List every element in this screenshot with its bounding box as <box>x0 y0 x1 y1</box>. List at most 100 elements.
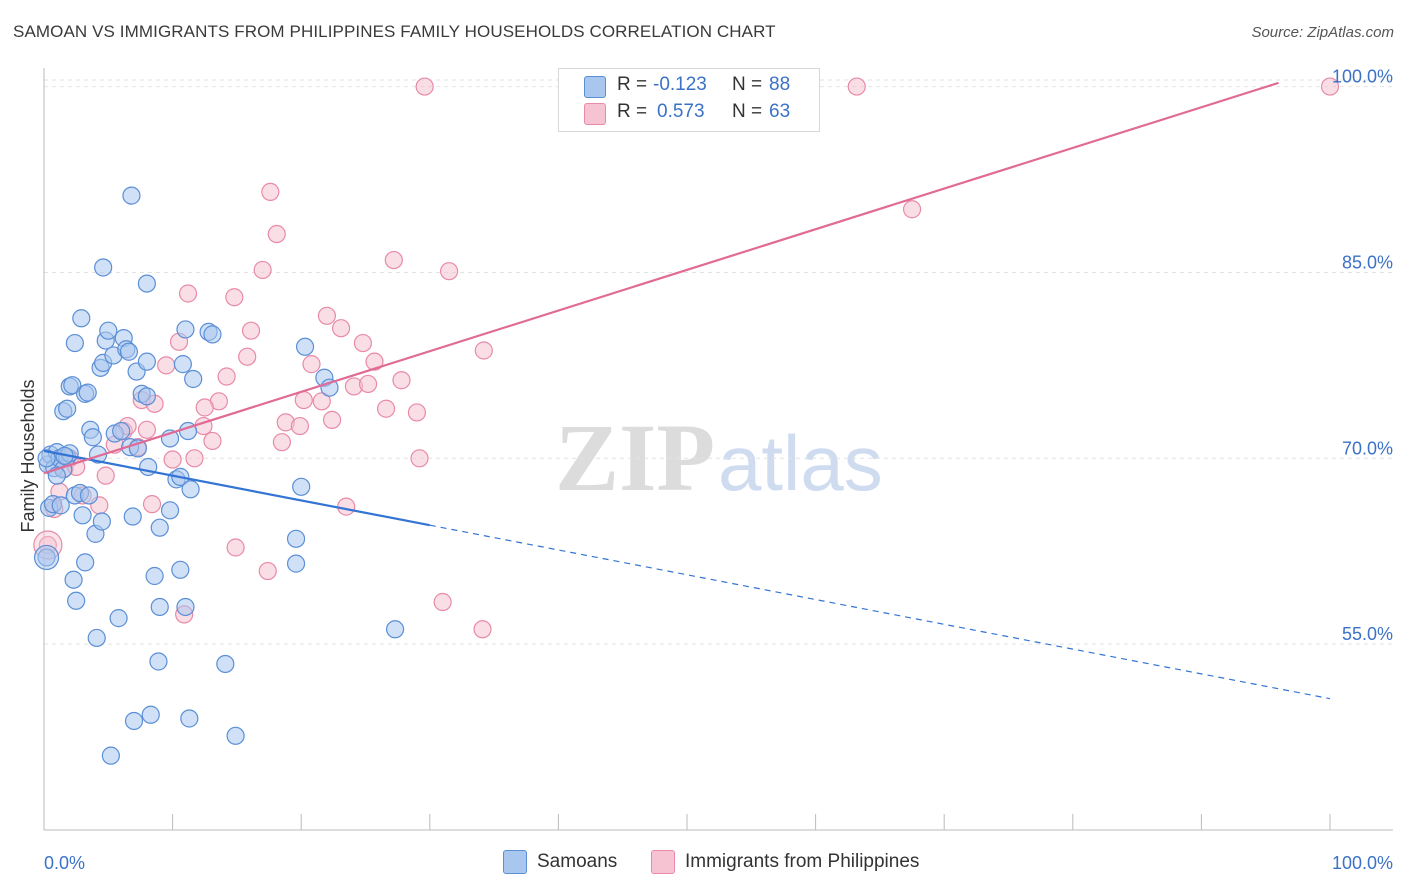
y-tick-label: 55.0% <box>1342 624 1393 644</box>
data-point <box>87 628 106 648</box>
data-point <box>238 347 257 366</box>
y-tick-label: 100.0% <box>1332 67 1393 87</box>
trend-line-samoans <box>43 449 431 527</box>
data-point <box>178 284 198 303</box>
data-point <box>137 352 156 371</box>
data-point <box>358 374 378 394</box>
legend-r-value: -0.123 <box>653 74 707 95</box>
data-point <box>145 566 164 586</box>
y-tick-label: 85.0% <box>1342 252 1393 272</box>
data-point <box>365 352 384 371</box>
data-point <box>258 561 277 581</box>
data-point <box>119 342 138 361</box>
data-point <box>181 480 200 499</box>
data-point <box>65 333 84 353</box>
data-point <box>353 333 373 353</box>
bottom-legend-philippines: Immigrants from Philippines <box>651 850 919 874</box>
source-label: Source: ZipAtlas.com <box>1251 24 1394 41</box>
data-point <box>439 262 459 281</box>
bottom-legend-swatch-samoans <box>503 850 527 874</box>
data-point <box>261 182 280 202</box>
data-point <box>407 403 427 422</box>
data-point <box>302 355 321 374</box>
data-point <box>392 371 411 390</box>
watermark-zip: ZIP <box>555 404 715 511</box>
data-point <box>137 387 156 406</box>
axes <box>43 68 1393 831</box>
data-point <box>150 518 169 537</box>
data-point <box>163 450 182 469</box>
data-point <box>1320 77 1340 96</box>
data-point <box>185 449 204 468</box>
data-point <box>92 512 111 531</box>
data-point <box>415 77 434 96</box>
bottom-legend-samoans: Samoans <box>503 850 617 874</box>
data-point <box>295 337 315 356</box>
data-point <box>184 369 203 389</box>
data-point <box>286 554 306 573</box>
series-samoans <box>33 186 405 765</box>
data-point <box>112 421 131 441</box>
watermark: ZIP atlas <box>555 404 883 511</box>
data-point <box>137 420 156 439</box>
data-point-large <box>33 544 60 571</box>
data-point <box>64 570 83 589</box>
data-point <box>150 597 169 617</box>
trend-line-philippines <box>43 81 1279 475</box>
data-point <box>142 495 162 514</box>
data-point <box>101 746 120 765</box>
data-point <box>473 620 492 639</box>
series-philippines <box>33 77 1340 639</box>
data-point <box>124 711 144 731</box>
trend-lines <box>43 81 1331 700</box>
data-point <box>312 392 331 411</box>
data-point <box>58 399 77 418</box>
tick-labels: 55.0% 70.0% 85.0% 100.0% 0.0% 100.0% <box>44 67 1393 873</box>
data-point <box>337 497 356 516</box>
data-point <box>433 592 452 612</box>
data-point <box>122 186 141 205</box>
data-point <box>376 399 396 418</box>
data-point <box>216 654 235 674</box>
data-point <box>176 597 195 617</box>
data-point <box>123 507 142 526</box>
legend-r-value: 0.573 <box>657 101 705 122</box>
data-point <box>267 224 286 244</box>
data-point <box>217 367 236 386</box>
x-tick-label: 0.0% <box>44 853 85 873</box>
data-point <box>195 398 214 417</box>
data-point <box>294 390 313 410</box>
data-point <box>51 496 70 515</box>
legend-swatch-samoans <box>584 76 606 98</box>
chart-title: SAMOAN VS IMMIGRANTS FROM PHILIPPINES FA… <box>13 22 776 41</box>
data-point <box>176 320 195 339</box>
y-tick-label: 70.0% <box>1342 438 1393 458</box>
watermark-atlas: atlas <box>718 419 883 507</box>
legend-swatch-philippines <box>584 103 606 125</box>
data-point <box>149 652 168 671</box>
data-point <box>72 309 91 328</box>
data-point <box>272 433 292 452</box>
data-point <box>902 200 922 219</box>
data-point <box>241 321 261 340</box>
data-point <box>253 260 272 280</box>
data-point <box>226 726 245 745</box>
data-point <box>76 553 95 572</box>
data-point <box>157 356 176 375</box>
y-axis-label: Family Households <box>18 379 38 532</box>
correlation-legend: R = -0.123 N = 88 R = 0.573 N = 63 <box>558 68 820 132</box>
data-point <box>67 591 86 610</box>
legend-n-label: N = <box>732 101 763 122</box>
data-point <box>203 325 222 344</box>
bottom-legend-label-philippines: Immigrants from Philippines <box>685 851 920 872</box>
data-point <box>83 428 102 447</box>
data-point <box>37 449 56 468</box>
legend-n-label: N = <box>732 74 763 95</box>
data-point <box>78 383 97 402</box>
data-point <box>99 321 118 340</box>
legend-r-label: R = <box>617 74 648 95</box>
data-point <box>96 466 115 485</box>
legend-r-label: R = <box>617 101 648 122</box>
data-point <box>79 486 99 505</box>
